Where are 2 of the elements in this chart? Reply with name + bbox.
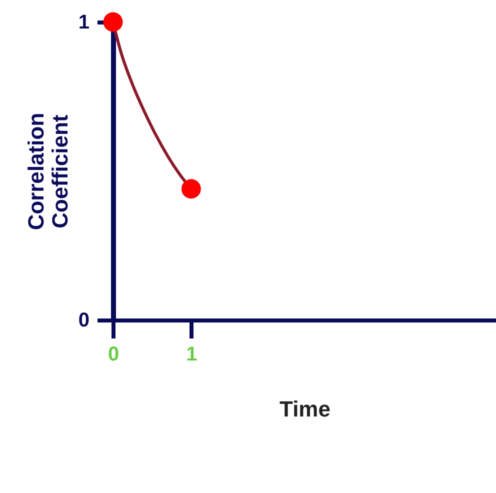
x-axis-title: Time	[280, 396, 330, 422]
y-axis-title: Correlation Coefficient	[23, 112, 72, 230]
